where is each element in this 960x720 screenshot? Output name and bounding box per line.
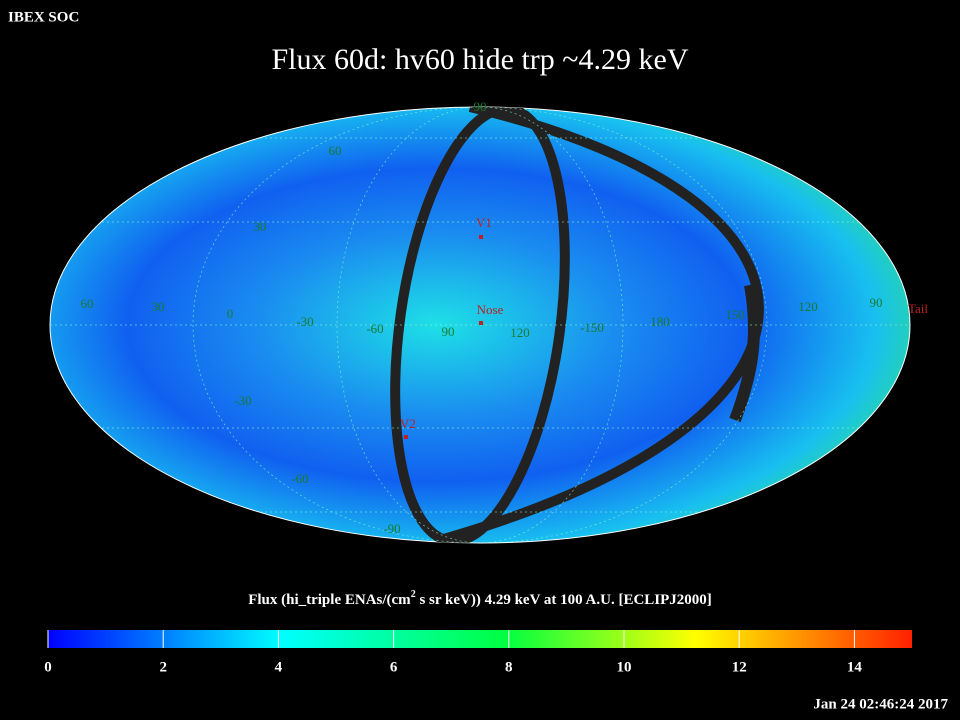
scan-gap — [729, 283, 760, 423]
colorbar-tick-label: 10 — [617, 659, 632, 675]
longitude-label: 120 — [798, 299, 818, 314]
colorbar-tick-label: 6 — [390, 659, 398, 675]
marker-label: Nose — [477, 302, 504, 317]
longitude-label: 30 — [152, 299, 165, 314]
marker-dot — [404, 435, 408, 439]
colorbar — [48, 630, 912, 648]
longitude-label: 90 — [442, 324, 455, 339]
timestamp: Jan 24 02:46:24 2017 — [813, 696, 948, 712]
latitude-label: -30 — [234, 393, 251, 408]
title: Flux 60d: hv60 hide trp ~4.29 keV — [271, 43, 688, 76]
longitude-label: -30 — [296, 314, 313, 329]
marker-label: Tail — [908, 301, 928, 316]
latitude-label: 60 — [329, 143, 342, 158]
longitude-label: 150 — [725, 307, 745, 322]
longitude-label: 90 — [870, 295, 883, 310]
longitude-label: 120 — [510, 325, 530, 340]
colorbar-tick-label: 8 — [505, 659, 513, 675]
latitude-label: -90 — [383, 521, 400, 536]
longitude-label: -60 — [366, 321, 383, 336]
colorbar-title-part: Flux (hi_triple ENAs/(cm — [248, 592, 411, 608]
longitude-label: 180 — [650, 314, 670, 329]
marker-label: V2 — [400, 416, 416, 431]
longitude-label: 0 — [227, 306, 234, 321]
latitude-label: 30 — [254, 219, 267, 234]
longitude-label: 60 — [81, 296, 94, 311]
colorbar-title-sup: 2 — [411, 589, 416, 600]
marker-dot — [479, 235, 483, 239]
marker-label: V1 — [476, 215, 492, 230]
map-overlay — [50, 107, 910, 543]
colorbar-tick-label: 14 — [847, 659, 863, 675]
colorbar-title: Flux (hi_triple ENAs/(cm2 s sr keV)) 4.2… — [248, 589, 712, 608]
marker-dot — [479, 321, 483, 325]
longitude-label: -150 — [580, 320, 604, 335]
colorbar-title-part: s sr keV)) 4.29 keV at 100 A.U. [ECLIPJ2… — [416, 592, 712, 608]
latitude-label: 90 — [474, 99, 487, 114]
source: IBEX SOC — [8, 9, 79, 25]
colorbar-tick-label: 0 — [44, 659, 52, 675]
colorbar-tick-label: 12 — [732, 659, 747, 675]
colorbar-tick-label: 2 — [159, 659, 167, 675]
latitude-label: -60 — [291, 471, 308, 486]
colorbar-tick-label: 4 — [275, 659, 283, 675]
